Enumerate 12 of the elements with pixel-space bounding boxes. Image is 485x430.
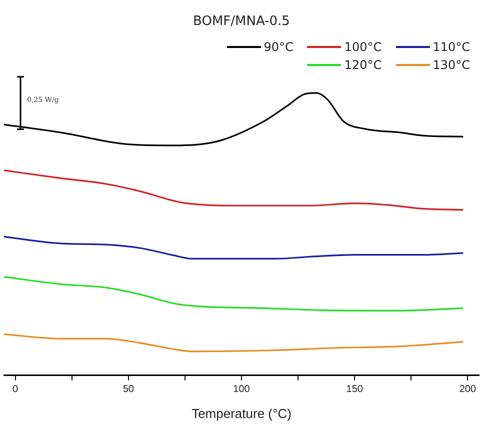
chart-title: BOMF/MNA-0.5 bbox=[193, 14, 290, 30]
legend-label: 130°C bbox=[432, 58, 470, 72]
x-tick-label: 200 bbox=[459, 384, 476, 396]
legend-label: 110°C bbox=[432, 40, 470, 54]
x-tick-label: 100 bbox=[233, 384, 250, 396]
legend-label: 120°C bbox=[344, 58, 382, 72]
x-tick-label: 150 bbox=[346, 384, 364, 396]
x-axis-title: Temperature (°C) bbox=[192, 406, 292, 421]
legend-label: 90°C bbox=[264, 40, 294, 54]
x-tick-label: 0 bbox=[12, 384, 19, 396]
legend-label: 100°C bbox=[344, 40, 382, 54]
x-tick-label: 50 bbox=[122, 384, 134, 396]
